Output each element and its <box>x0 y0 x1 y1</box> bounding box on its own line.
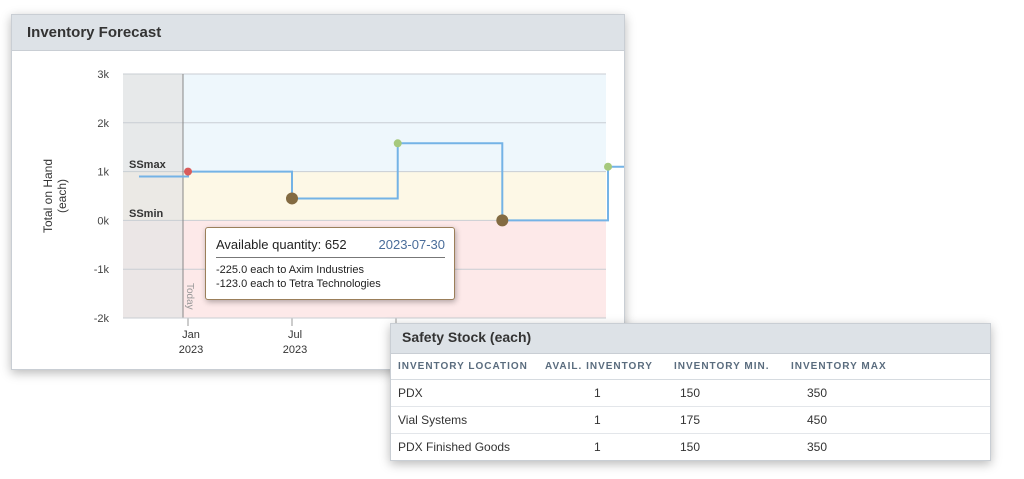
avail-cell: 1 <box>545 406 674 434</box>
x-tick-month: Jan <box>182 329 200 341</box>
min-cell: 150 <box>680 440 701 454</box>
location-cell: PDX <box>391 379 545 407</box>
chart-tooltip: Available quantity: 652 2023-07-30 -225.… <box>205 227 455 300</box>
ssmax-label: SSmax <box>129 159 167 171</box>
max-cell: 450 <box>791 406 990 434</box>
table-row[interactable]: Vial Systems 1 175 450 <box>391 406 990 434</box>
max-cell: 350 <box>791 379 990 407</box>
data-point-marker <box>604 162 613 171</box>
table-row[interactable]: PDX 1 150 350 <box>391 379 990 407</box>
ssmin-label: SSmin <box>129 208 164 220</box>
header-inventory-max[interactable]: INVENTORY MAX <box>791 354 990 380</box>
tooltip-title: Available quantity: 652 <box>216 237 347 252</box>
header-inventory-min[interactable]: INVENTORY MIN. <box>674 354 791 380</box>
header-location[interactable]: INVENTORY LOCATION <box>391 354 545 380</box>
ss-band <box>123 171 606 221</box>
forecast-title: Inventory Forecast <box>12 15 624 51</box>
table-header-row: INVENTORY LOCATION AVAIL. INVENTORY INVE… <box>391 354 990 380</box>
forecast-chart: 3k 2k 1k 0k -1k -2k Today SSmax SSmin Total on Ha… <box>41 69 624 356</box>
y-tick-label: 0k <box>97 215 109 227</box>
tooltip-date: 2023-07-30 <box>378 237 446 252</box>
tooltip-item: -123.0 each to Tetra Technologies <box>216 278 381 290</box>
avail-cell: 1 <box>545 379 674 407</box>
header-avail-inventory[interactable]: AVAIL. INVENTORY <box>545 354 674 380</box>
data-point-marker <box>184 167 192 176</box>
location-cell: PDX Finished Goods <box>398 440 511 454</box>
safety-stock-title: Safety Stock (each) <box>391 324 990 354</box>
location-cell: Vial Systems <box>391 406 545 434</box>
today-label: Today <box>184 283 195 310</box>
tooltip-item: -225.0 each to Axim Industries <box>216 264 364 276</box>
data-point-marker <box>496 214 509 227</box>
y-tick-label: 1k <box>97 167 109 179</box>
y-axis-title: Total on Hand(each) <box>41 159 69 233</box>
y-tick-label: -2k <box>94 313 110 325</box>
safety-stock-card: Safety Stock (each) INVENTORY LOCATION A… <box>390 323 991 461</box>
y-tick-label: 2k <box>97 118 109 130</box>
min-cell: 150 <box>674 379 791 407</box>
data-point-marker <box>393 139 402 148</box>
min-cell: 175 <box>674 406 791 434</box>
avail-cell: 1 <box>594 440 601 454</box>
x-tick-year: 2023 <box>179 344 203 356</box>
max-cell: 350 <box>807 440 828 454</box>
data-point-marker <box>286 192 298 205</box>
tooltip-divider <box>216 257 445 258</box>
past-period-shade <box>123 74 183 318</box>
x-tick-month: Jul <box>288 329 302 341</box>
y-tick-label: -1k <box>94 264 110 276</box>
table-row[interactable]: PDX Finished Goods 1 150 350 <box>391 434 990 461</box>
y-tick-label: 3k <box>97 69 109 81</box>
x-tick-year: 2023 <box>283 344 307 356</box>
inventory-forecast-card: Inventory Forecast 3k 2k 1k 0k -1k -2k Today SS… <box>11 14 625 370</box>
safety-stock-table: INVENTORY LOCATION AVAIL. INVENTORY INVE… <box>391 354 990 460</box>
